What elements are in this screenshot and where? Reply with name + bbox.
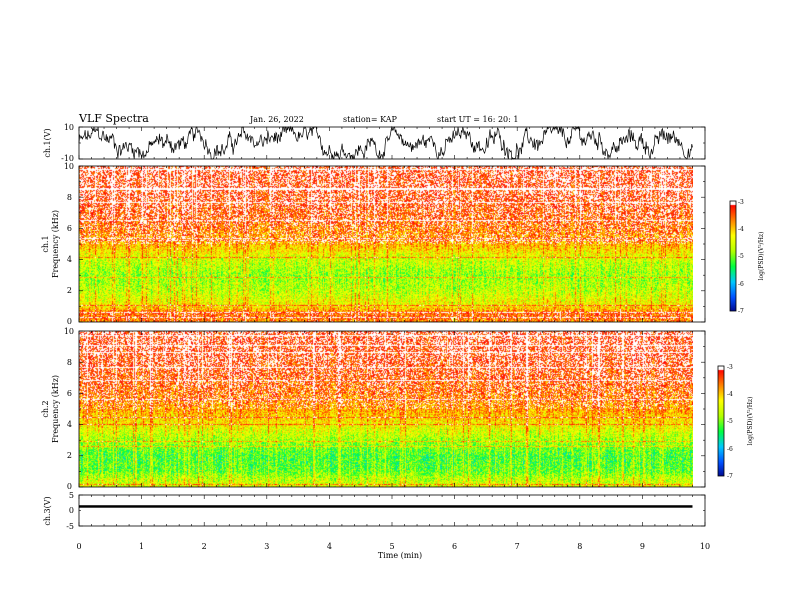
ch1-ytick-bottom: -10: [61, 154, 74, 163]
ch2-colorbar-tick-m4: -4: [727, 391, 733, 398]
ch3-waveform-ticks: [78, 494, 706, 527]
date-label: Jan. 26, 2022: [249, 115, 304, 124]
xtick-8: 8: [577, 542, 582, 551]
station-label: station= KAP: [343, 115, 398, 124]
ch2-colorbar-image: [718, 366, 724, 476]
time-axis-label: Time (min): [378, 551, 422, 560]
ch3-ytick-m5: -5: [66, 522, 74, 531]
xtick-10: 10: [700, 542, 710, 551]
ch2-ytick-6: 6: [67, 389, 72, 398]
ch1-waveform-panel: 10 -10 ch.1(V): [43, 123, 706, 163]
ch2-ytick-8: 8: [67, 358, 72, 367]
ch3-waveform-frame: [78, 494, 706, 527]
ch2-colorbar-tick-m3: -3: [727, 364, 733, 371]
ch2-ytick-4: 4: [67, 420, 72, 429]
ch1-ytick-10: 10: [64, 162, 74, 171]
xtick-1: 1: [139, 542, 144, 551]
ch1-spectrogram-ticks: [78, 165, 706, 323]
xtick-4: 4: [327, 542, 332, 551]
ch1-colorbar: -3 -4 -5 -6 -7 log(PSD)(V²/Hz): [729, 199, 765, 315]
ch2-ytick-2: 2: [67, 451, 72, 460]
ch1-colorbar-image: [730, 201, 736, 311]
xtick-6: 6: [452, 542, 457, 551]
figure-title: VLF Spectra: [78, 112, 149, 125]
ch1-spectrogram-ylabel-channel: ch.1: [41, 235, 50, 252]
ch1-ytick-2: 2: [67, 286, 72, 295]
ch1-colorbar-tick-m5: -5: [738, 253, 744, 260]
ch2-spectrogram-ylabel-frequency: Frequency (kHz): [51, 375, 60, 443]
ch1-waveform-ylabel: ch.1(V): [43, 128, 52, 157]
xtick-7: 7: [515, 542, 520, 551]
ch1-ytick-0: 0: [67, 317, 72, 326]
ch1-colorbar-tick-m7: -7: [738, 308, 744, 315]
ch2-spectrogram-ylabel-channel: ch.2: [41, 400, 50, 417]
xtick-9: 9: [640, 542, 645, 551]
ch1-waveform-ticks: [78, 126, 706, 160]
xtick-2: 2: [202, 542, 207, 551]
start-time-label: start UT = 16: 20: 1: [437, 115, 518, 124]
ch2-ytick-10: 10: [64, 327, 74, 336]
ch2-colorbar-label: log(PSD)(V²/Hz): [747, 397, 754, 446]
ch3-ytick-0: 0: [69, 506, 74, 515]
ch2-spectrogram-panel: 0 2 4 6 8 10 ch.2 Frequency (kHz): [41, 327, 706, 491]
ch2-colorbar-tick-m5: -5: [727, 418, 733, 425]
ch2-colorbar-frame: [717, 365, 725, 477]
ch1-colorbar-frame: [729, 200, 737, 312]
ch3-waveform-panel: 5 0 -5 ch.3(V): [43, 491, 706, 531]
ch2-spectrogram-ticks: [78, 330, 706, 488]
ch1-spectrogram-ylabel-frequency: Frequency (kHz): [51, 210, 60, 278]
time-axis: 0 1 2 3 4 5 6 7 8 9 10 Time (min): [76, 542, 710, 560]
xtick-5: 5: [389, 542, 394, 551]
ch1-ytick-6: 6: [67, 224, 72, 233]
ch1-ytick-4: 4: [67, 255, 72, 264]
ch2-colorbar-tick-m6: -6: [727, 446, 733, 453]
ch1-colorbar-tick-m6: -6: [738, 281, 744, 288]
ch1-waveform-line: [78, 125, 693, 161]
ch1-colorbar-label: log(PSD)(V²/Hz): [758, 232, 765, 281]
ch1-ytick-8: 8: [67, 193, 72, 202]
ch2-colorbar-tick-m7: -7: [727, 473, 733, 480]
ch1-colorbar-tick-m4: -4: [738, 226, 744, 233]
ch1-waveform-frame: [78, 126, 706, 160]
ch1-colorbar-tick-m3: -3: [738, 199, 744, 206]
ch2-spectrogram-image: [79, 331, 693, 487]
ch2-ytick-0: 0: [67, 482, 72, 491]
ch3-waveform-band: [79, 505, 693, 508]
xtick-3: 3: [264, 542, 269, 551]
xtick-0: 0: [76, 542, 81, 551]
ch3-ytick-5: 5: [69, 491, 74, 500]
ch3-waveform-ylabel: ch.3(V): [43, 496, 52, 525]
ch1-spectrogram-panel: 0 2 4 6 8 10 ch.1 Frequency (kHz): [41, 162, 706, 326]
ch2-colorbar: -3 -4 -5 -6 -7 log(PSD)(V²/Hz): [717, 364, 754, 480]
ch1-spectrogram-image: [79, 166, 693, 322]
ch1-ytick-top: 10: [64, 123, 74, 132]
